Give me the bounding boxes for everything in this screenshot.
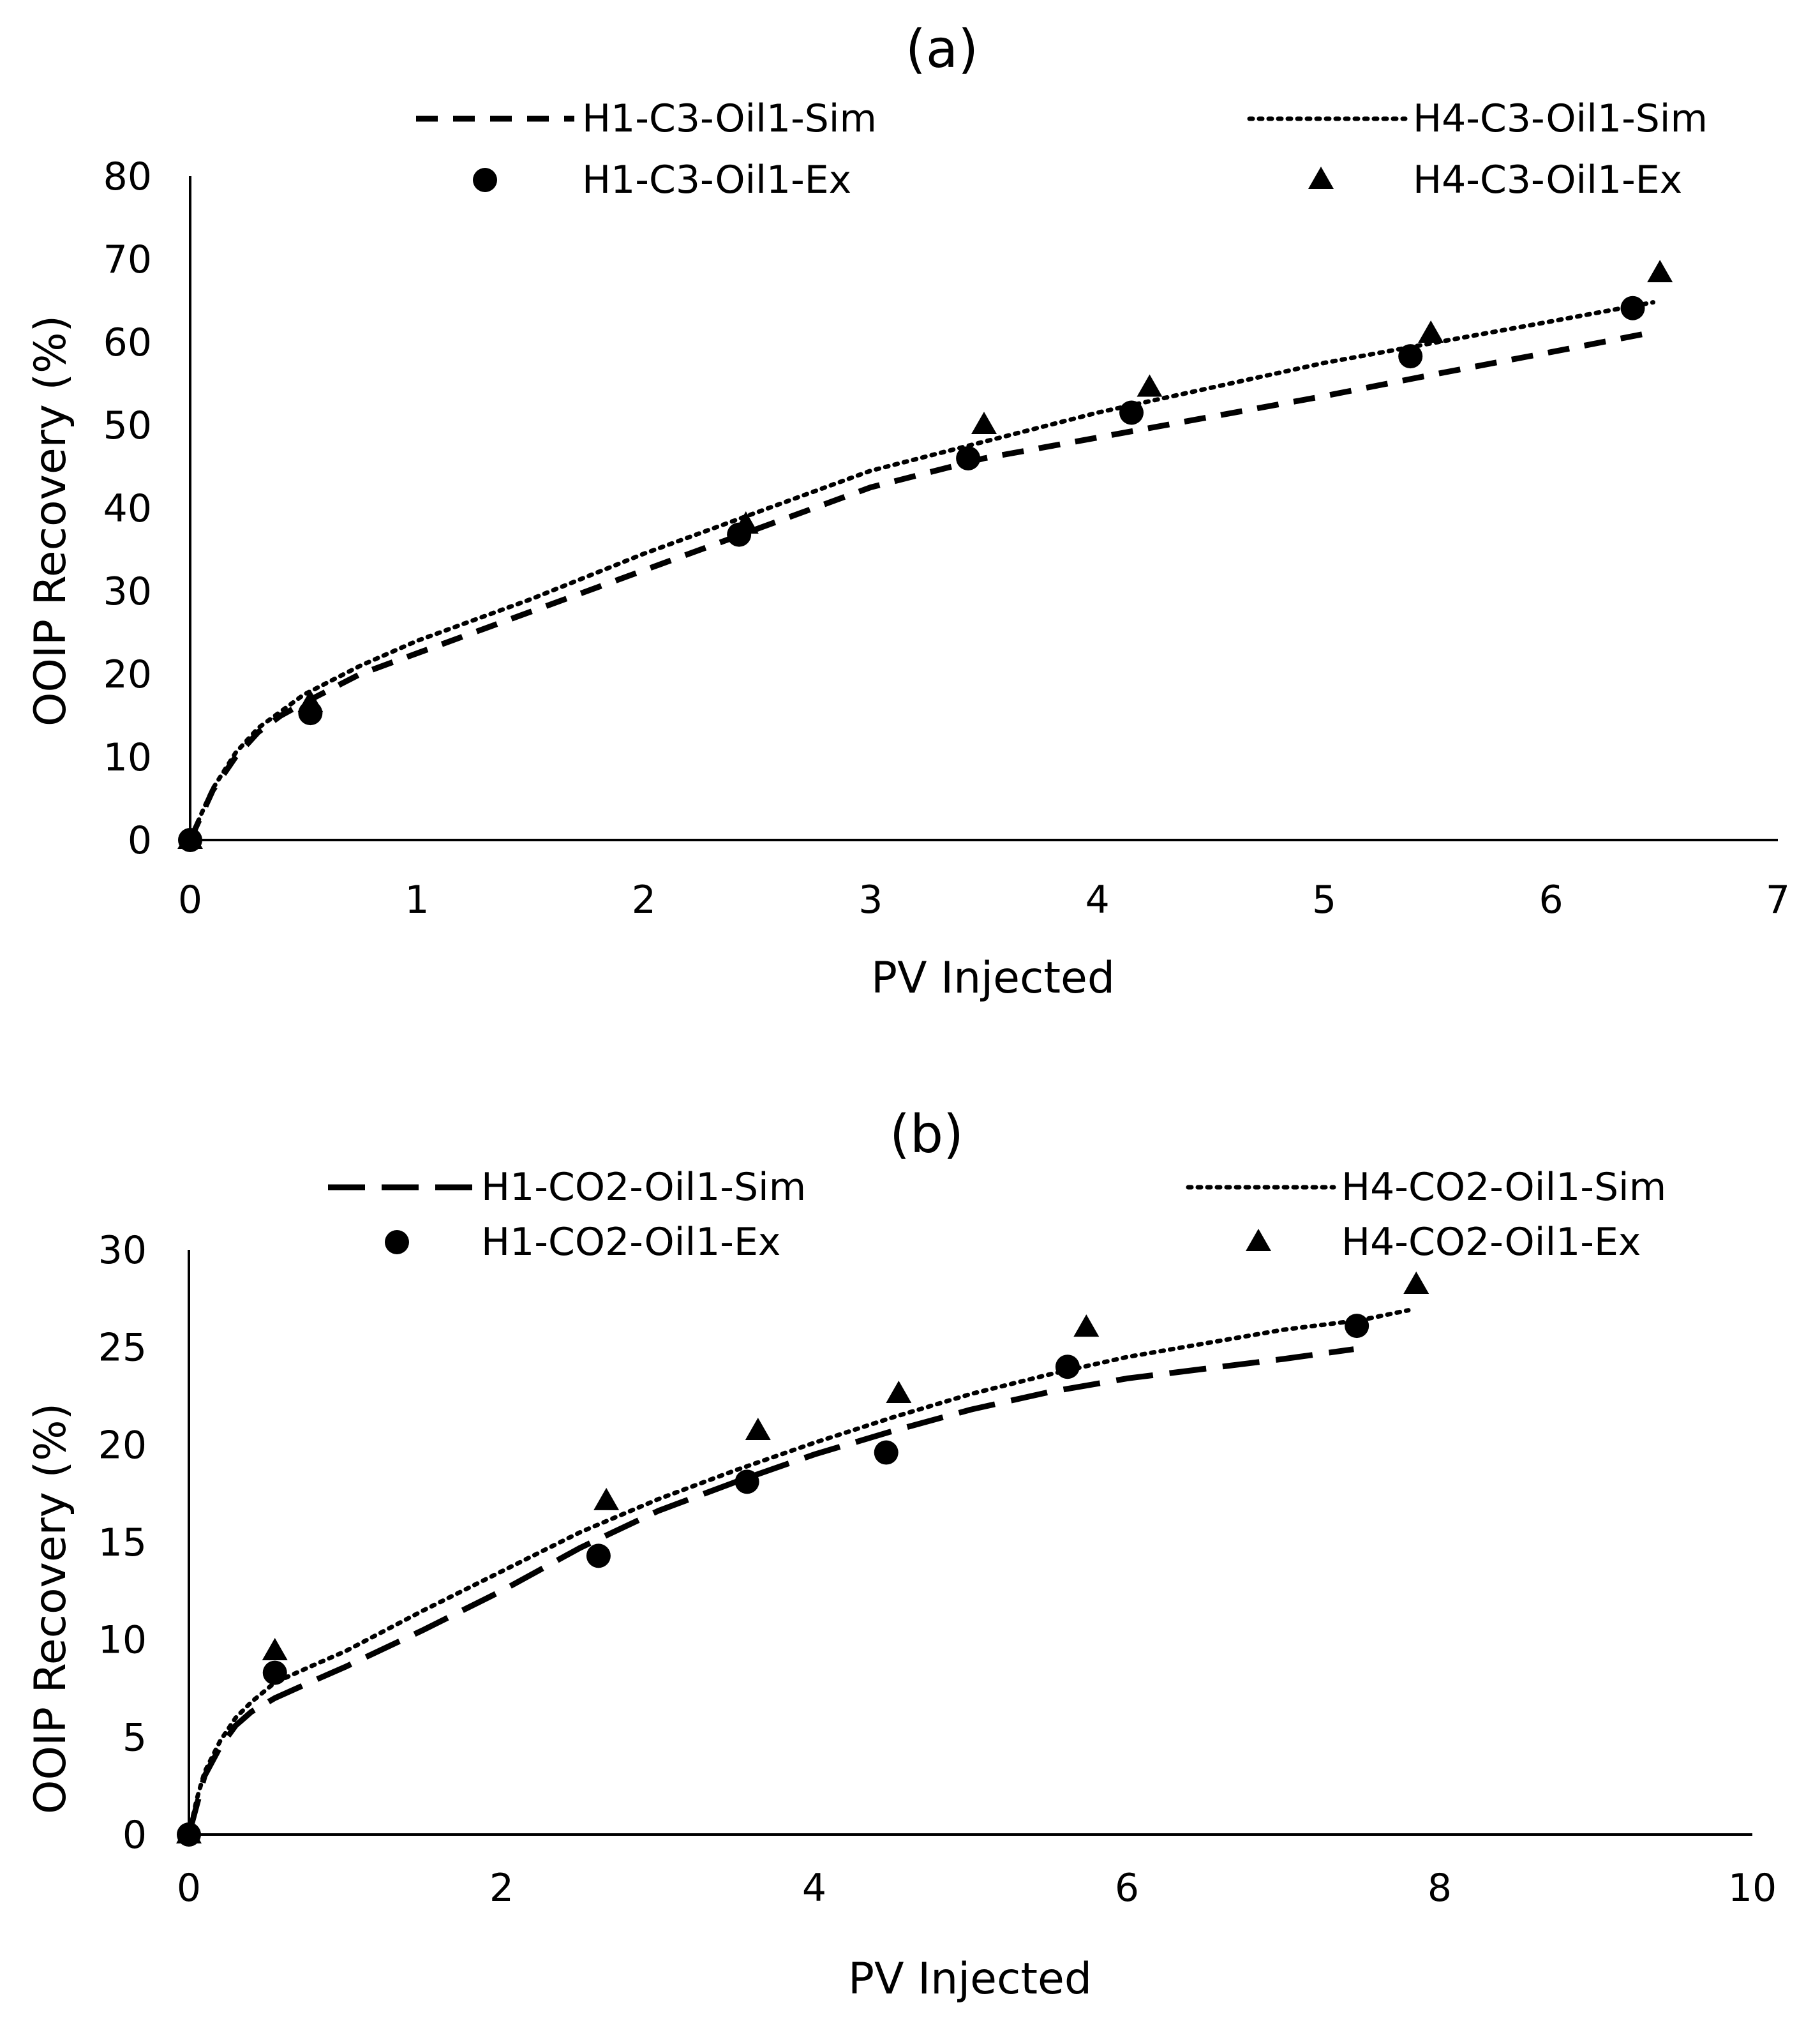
- panel-b-legend-h1-co2-oil1-ex-swatch: [385, 1230, 409, 1254]
- panel-b-x-tick-label: 4: [802, 1866, 826, 1910]
- panel-a-series-h4-c3-oil1-ex-point: [297, 689, 324, 712]
- panel-a-x-tick-label: 0: [178, 878, 202, 922]
- panel-a-legend-h1-c3-oil1-sim-label: H1-C3-Oil1-Sim: [582, 96, 877, 141]
- panel-b-y-tick-label: 15: [98, 1520, 147, 1565]
- panel-b-y-tick-label: 5: [123, 1715, 147, 1760]
- panel-a-x-tick-label: 5: [1312, 878, 1336, 922]
- panel-b-chart: (b) 0 2 4 6 8 10 0 5 10 15 20 25 30 PV Injected OOIP…: [26, 1104, 1777, 2004]
- panel-b-y-tick-label: 30: [98, 1228, 147, 1273]
- panel-a-series-h4-c3-oil1-sim-line: [188, 300, 1656, 843]
- panel-b-legend: H1-CO2-Oil1-Sim H4-CO2-Oil1-Sim H1-CO2-Oil…: [328, 1165, 1666, 1265]
- panel-a-x-tick-label: 2: [632, 878, 656, 922]
- panel-b-series-h4-co2-oil1-ex-point: [176, 1821, 202, 1843]
- panel-b-y-tick-label: 20: [98, 1423, 147, 1467]
- panel-b-series-h4-co2-oil1-ex-point: [262, 1637, 288, 1660]
- panel-b-legend-h1-co2-oil1-sim-label: H1-CO2-Oil1-Sim: [481, 1165, 806, 1210]
- panel-b-y-axis-title: OOIP Recovery (%): [26, 1403, 76, 1814]
- panel-a-legend-h4-c3-oil1-sim-label: H4-C3-Oil1-Sim: [1413, 96, 1708, 141]
- panel-b-legend-h4-co2-oil1-ex-swatch: [1246, 1229, 1271, 1251]
- panel-b-series-h1-co2-oil1-ex-point: [735, 1469, 759, 1494]
- panel-b-series-h4-co2-oil1-ex-point: [886, 1380, 912, 1403]
- panel-b-y-tick-label: 10: [98, 1618, 147, 1663]
- panel-a-series-h4-c3-oil1-ex-point: [971, 412, 997, 434]
- panel-a-series-h1-c3-oil1-ex-point: [1398, 344, 1423, 369]
- panel-a-series-h4-c3-oil1-ex-point: [1137, 374, 1163, 397]
- panel-b-series-h1-co2-oil1-ex-point: [586, 1543, 611, 1568]
- panel-a-x-tick-label: 7: [1766, 878, 1790, 922]
- panel-a-label: (a): [906, 19, 978, 80]
- panel-a-legend: H1-C3-Oil1-Sim H4-C3-Oil1-Sim H1-C3-Oil1-E…: [416, 96, 1708, 202]
- panel-a-y-tick-label: 30: [103, 569, 152, 614]
- panel-b-label: (b): [890, 1104, 964, 1165]
- panel-b-x-axis-title: PV Injected: [848, 1954, 1092, 2004]
- panel-b-x-tick-label: 2: [489, 1866, 514, 1910]
- panel-a-legend-h4-c3-oil1-ex-label: H4-C3-Oil1-Ex: [1413, 158, 1682, 202]
- panel-b-series-h1-co2-oil1-sim-line: [186, 1346, 1354, 1836]
- panel-b-x-tick-label: 0: [177, 1866, 201, 1910]
- panel-a-y-tick-label: 0: [128, 818, 152, 863]
- panel-a-legend-h1-c3-oil1-ex-swatch: [473, 168, 497, 192]
- panel-a-y-tick-label: 50: [103, 403, 152, 448]
- panel-b-x-tick-label: 8: [1428, 1866, 1452, 1910]
- panel-a-legend-h1-c3-oil1-ex-label: H1-C3-Oil1-Ex: [582, 158, 851, 202]
- panel-a-y-tick-label: 80: [103, 154, 152, 199]
- panel-a-y-tick-label: 70: [103, 237, 152, 282]
- panel-b-x-tick-label: 10: [1728, 1866, 1777, 1910]
- panel-a-series-h1-c3-oil1-ex-point: [1620, 296, 1645, 320]
- panel-a-y-tick-label: 60: [103, 320, 152, 365]
- panel-a-x-tick-label: 4: [1085, 878, 1110, 922]
- panel-a-x-tick-label: 3: [858, 878, 883, 922]
- panel-a-series-h4-c3-oil1-ex-point: [733, 511, 759, 534]
- panel-b-legend-h1-co2-oil1-ex-label: H1-CO2-Oil1-Ex: [481, 1220, 780, 1265]
- panel-a-series-h4-c3-oil1-ex-point: [177, 827, 203, 849]
- panel-a-series-h4-c3-oil1-ex-point: [1647, 260, 1673, 283]
- panel-b-plot-area: 0 2 4 6 8 10 0 5 10 15 20 25 30: [98, 1228, 1777, 1910]
- panel-a-y-axis-title: OOIP Recovery (%): [26, 315, 76, 726]
- panel-a-series-h4-c3-oil1-ex-point: [1418, 320, 1444, 343]
- panel-b-series-h1-co2-oil1-ex-point: [874, 1440, 899, 1465]
- panel-a-y-tick-label: 20: [103, 652, 152, 697]
- panel-b-series-h4-co2-oil1-ex-point: [1403, 1271, 1429, 1294]
- panel-b-series-h1-co2-oil1-ex-point: [262, 1660, 287, 1685]
- panel-a-x-tick-label: 1: [405, 878, 429, 922]
- panel-b-series-h1-co2-oil1-ex-point: [1345, 1314, 1369, 1339]
- panel-a-x-axis-title: PV Injected: [871, 953, 1115, 1003]
- panel-b-legend-h4-co2-oil1-sim-label: H4-CO2-Oil1-Sim: [1341, 1165, 1666, 1210]
- panel-b-legend-h4-co2-oil1-ex-label: H4-CO2-Oil1-Ex: [1341, 1220, 1641, 1265]
- panel-a-x-tick-label: 6: [1539, 878, 1563, 922]
- panel-a-series-h1-c3-oil1-sim-line: [187, 329, 1654, 841]
- panel-b-y-tick-label: 0: [123, 1813, 147, 1858]
- panel-b-series-h4-co2-oil1-ex-point: [745, 1417, 771, 1440]
- panel-b-series-h1-co2-oil1-ex-point: [1055, 1355, 1080, 1379]
- panel-b-y-tick-label: 25: [98, 1326, 147, 1370]
- panel-a-y-tick-label: 40: [103, 486, 152, 531]
- panel-a-series-h1-c3-oil1-ex-point: [1119, 400, 1144, 425]
- panel-a-legend-h4-c3-oil1-ex-swatch: [1308, 167, 1334, 189]
- panel-b-series-h4-co2-oil1-ex-point: [593, 1487, 620, 1510]
- panel-a-y-tick-label: 10: [103, 735, 152, 780]
- panel-b-series-h4-co2-oil1-ex-point: [1073, 1314, 1100, 1337]
- panel-b-x-tick-label: 6: [1115, 1866, 1139, 1910]
- panel-b-series-h4-co2-oil1-sim-line: [186, 1308, 1411, 1837]
- panel-a-series-h1-c3-oil1-ex-point: [956, 446, 981, 470]
